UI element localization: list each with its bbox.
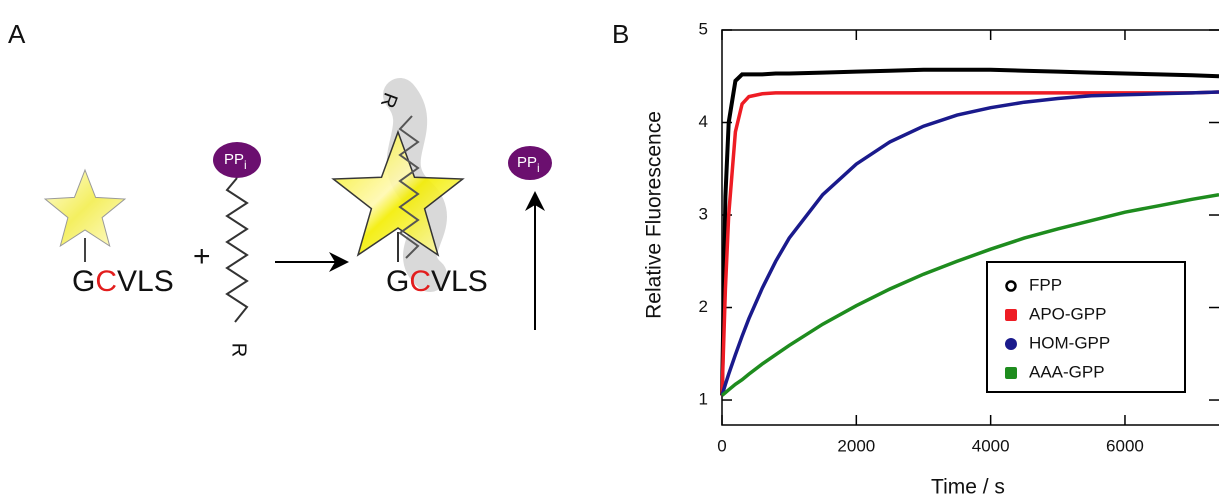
- isoprenoid-chain: [225, 177, 249, 323]
- x-tick-label: 4000: [972, 436, 1010, 455]
- legend-marker: [1005, 280, 1017, 292]
- x-axis-title: Time / s: [931, 476, 1005, 499]
- pyrophosphate: [213, 142, 261, 178]
- legend-marker: [1005, 309, 1017, 321]
- x-tick-label: 0: [717, 436, 726, 455]
- panel-label: B: [612, 19, 629, 49]
- series-line: [720, 90, 1219, 396]
- fluorophore-bright: [331, 129, 465, 257]
- legend-marker: [1005, 338, 1017, 350]
- series-line: [720, 90, 1219, 396]
- y-tick-label: 4: [699, 112, 708, 131]
- chart: 1 2 3 4 5 0 2000 4000 6000 Time / s Relative Fluor…: [643, 19, 1219, 499]
- panel-a: A GCVLS + PPi R R GCVLS PPi: [8, 19, 552, 357]
- pyrophosphate: [508, 146, 552, 180]
- y-tick-label: 5: [699, 19, 708, 38]
- legend-label: FPP: [1029, 275, 1062, 294]
- y-tick-label: 3: [699, 204, 708, 223]
- legend-label: HOM-GPP: [1029, 333, 1110, 352]
- fluorophore: [43, 168, 127, 248]
- r-group: R: [376, 90, 402, 111]
- plus: +: [193, 240, 211, 273]
- peptide: GCVLS: [386, 265, 488, 298]
- legend-box: [986, 261, 1186, 393]
- isoprenoid-chain: [398, 115, 420, 259]
- legend-label: APO-GPP: [1029, 304, 1106, 323]
- plot-frame: [721, 29, 1219, 426]
- series-line: [720, 192, 1219, 397]
- r-group: R: [228, 343, 250, 357]
- legend-marker: [1005, 367, 1017, 379]
- pp-label: PPi: [224, 151, 247, 172]
- y-axis-title: Relative Fluorescence: [643, 111, 666, 319]
- y-tick-label: 1: [699, 390, 708, 409]
- panel-label: A: [8, 19, 26, 49]
- x-tick-label: 2000: [837, 436, 875, 455]
- x-tick-label: 6000: [1106, 436, 1144, 455]
- y-tick-label: 2: [699, 297, 708, 316]
- legend-label: AAA-GPP: [1029, 362, 1105, 381]
- series-line: [720, 67, 1219, 396]
- pp-label: PPi: [517, 154, 540, 175]
- peptide: GCVLS: [72, 265, 174, 298]
